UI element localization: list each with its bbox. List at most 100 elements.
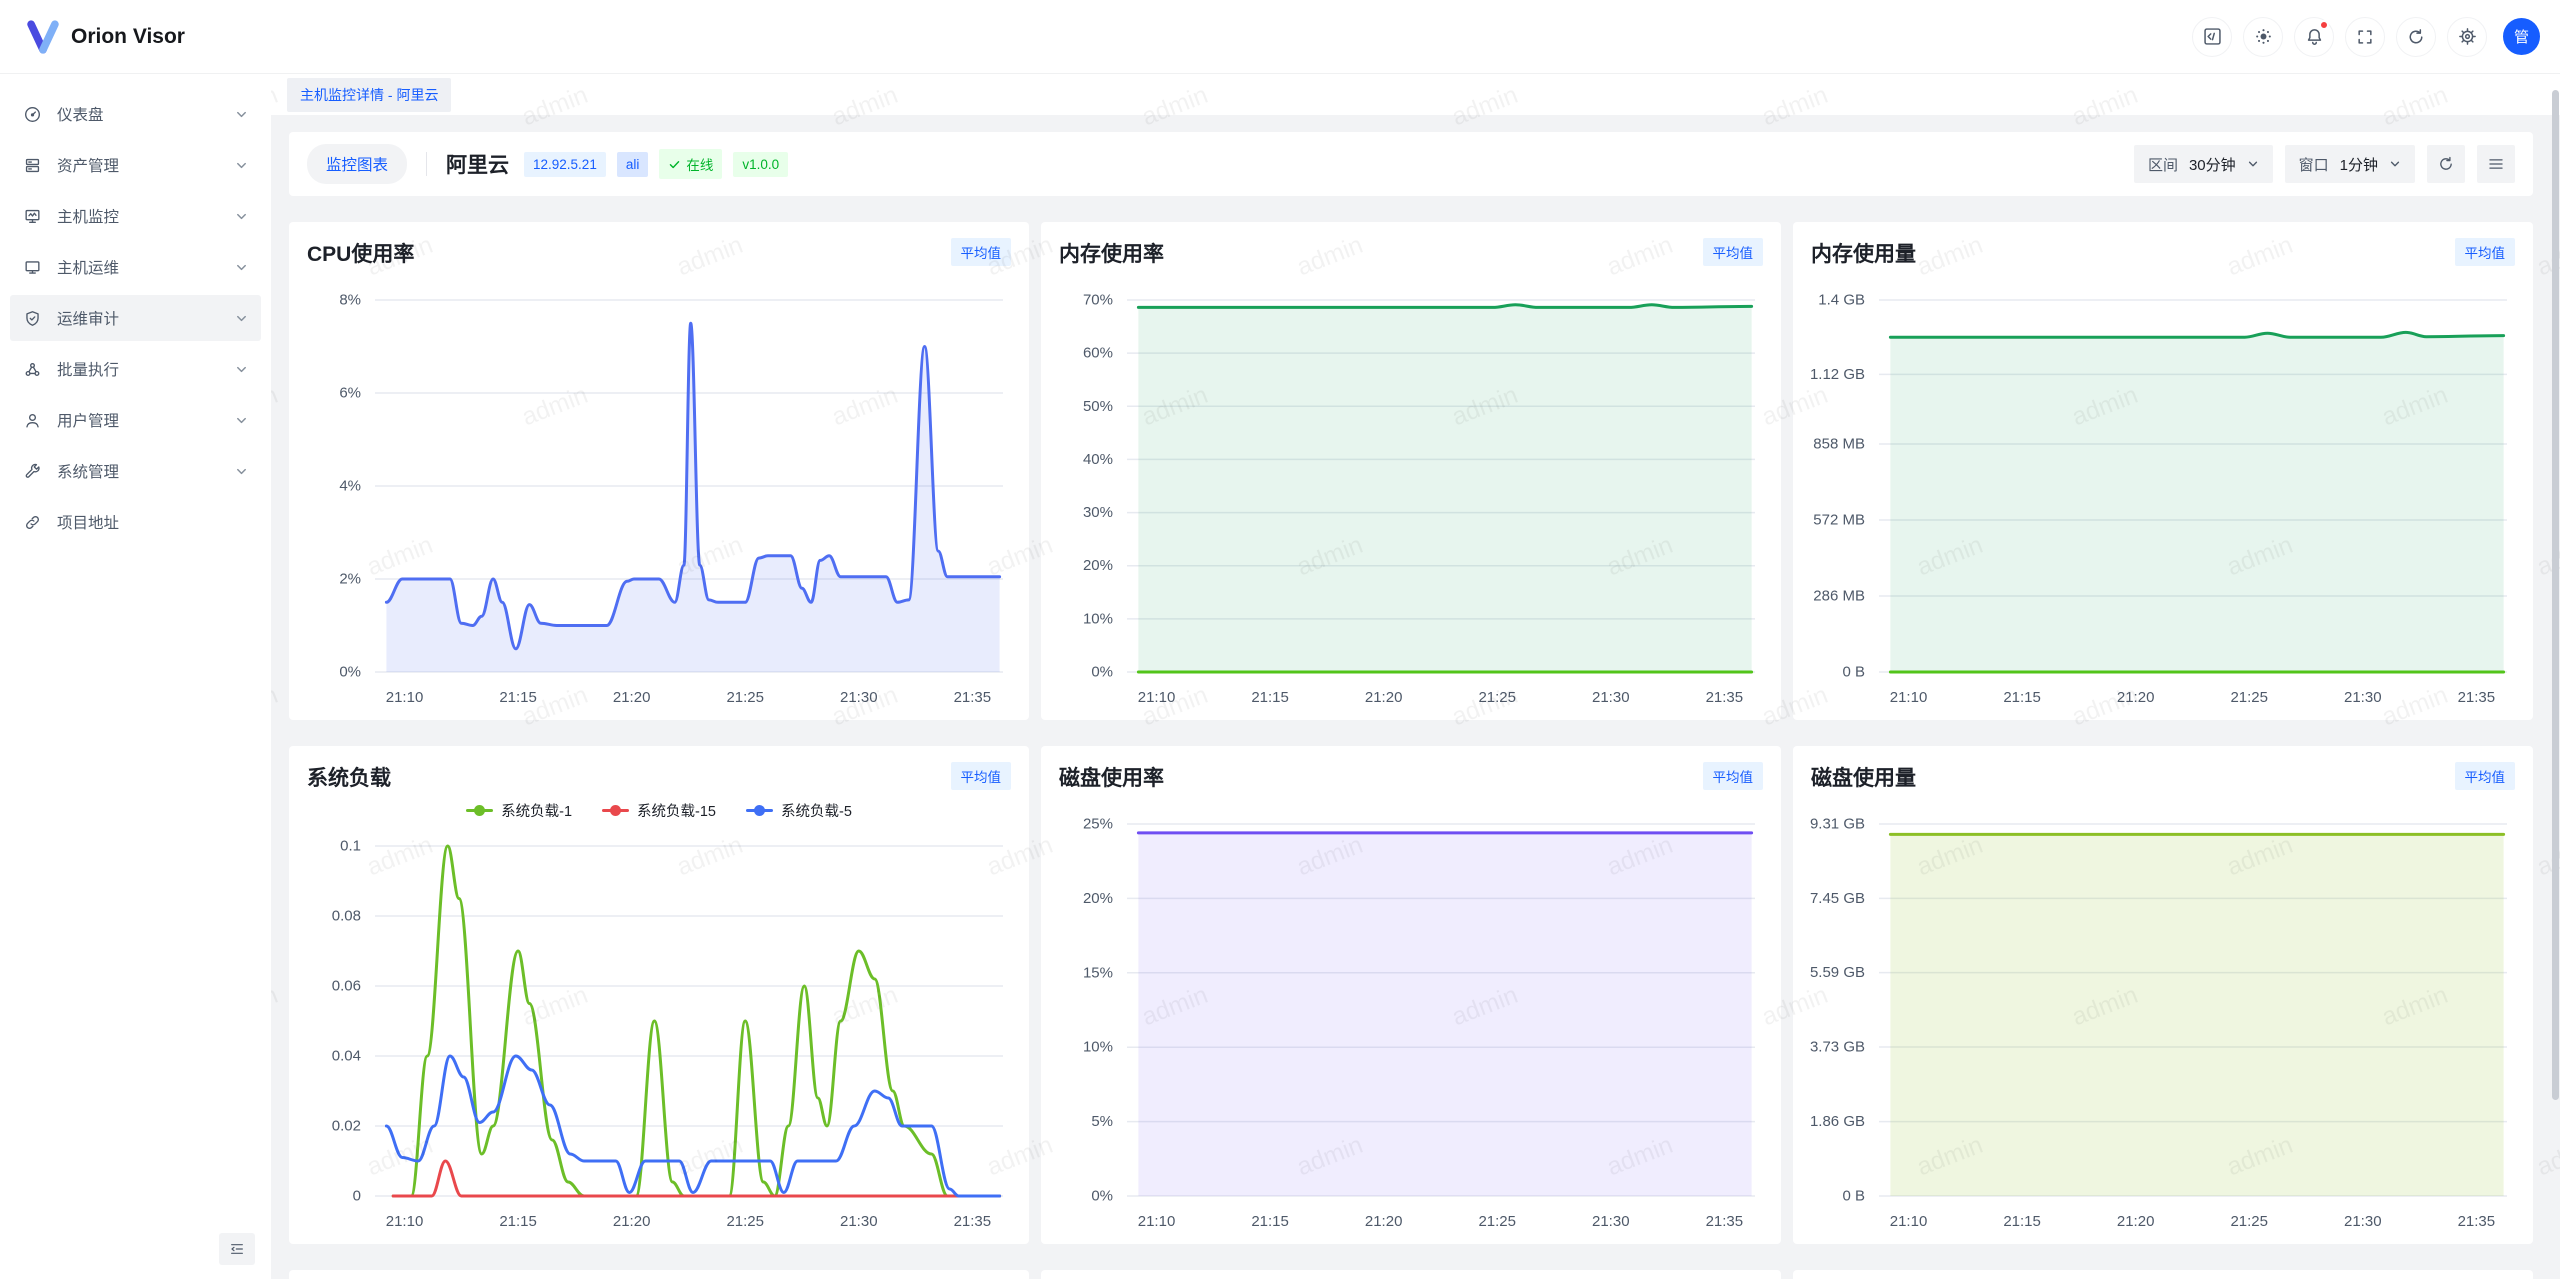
code-button[interactable]	[2192, 17, 2232, 57]
tab-host-monitor-detail[interactable]: 主机监控详情 - 阿里云	[287, 78, 451, 112]
svg-text:0 B: 0 B	[1842, 1188, 1865, 1205]
chart-card-disk-percent: 磁盘使用率 平均值 0%5%10%15%20%25%21:1021:1521:2…	[1041, 746, 1781, 1244]
range-value: 30分钟	[2189, 154, 2236, 175]
chart-svg: 0%2%4%6%8%21:1021:1521:2021:2521:3021:35	[291, 276, 1027, 716]
svg-text:21:20: 21:20	[2117, 689, 2155, 706]
chart-svg: 0 B1.86 GB3.73 GB5.59 GB7.45 GB9.31 GB21…	[1795, 800, 2531, 1240]
sidebar-item-host-ops[interactable]: 主机运维	[10, 244, 261, 290]
svg-text:0.06: 0.06	[332, 978, 361, 995]
chart-plot[interactable]: 0 B286 MB572 MB858 MB1.12 GB1.4 GB21:102…	[1795, 276, 2531, 716]
svg-text:0 B: 0 B	[1842, 664, 1865, 681]
legend-marker	[466, 809, 493, 813]
host-monitor-icon	[23, 207, 42, 226]
monitor-charts-pill[interactable]: 监控图表	[307, 144, 407, 184]
svg-text:40%: 40%	[1083, 451, 1113, 468]
host-ops-icon	[23, 258, 42, 277]
legend-label: 系统负载-5	[781, 800, 852, 821]
sidebar-item-assets[interactable]: 资产管理	[10, 142, 261, 188]
reload-button[interactable]	[2396, 17, 2436, 57]
topbar-actions: 管	[2192, 17, 2540, 57]
tab-bar: 主机监控详情 - 阿里云	[271, 74, 2560, 115]
svg-text:1.86 GB: 1.86 GB	[1810, 1113, 1865, 1130]
legend-item[interactable]: 系统负载-15	[602, 800, 716, 821]
brand-logo-icon	[26, 20, 60, 54]
host-status-tag: 在线	[659, 149, 722, 179]
avg-badge: 平均值	[951, 238, 1012, 266]
settings-button[interactable]	[2447, 17, 2487, 57]
notifications-button[interactable]	[2294, 17, 2334, 57]
svg-text:60%: 60%	[1083, 345, 1113, 362]
svg-text:21:10: 21:10	[386, 689, 424, 706]
window-select[interactable]: 窗口 1分钟	[2285, 145, 2415, 183]
svg-text:21:30: 21:30	[840, 689, 878, 706]
chart-card-memory-amount: 内存使用量 平均值 0 B286 MB572 MB858 MB1.12 GB1.…	[1793, 222, 2533, 720]
chart-plot[interactable]: 00.020.040.060.080.121:1021:1521:2021:25…	[291, 800, 1027, 1240]
svg-text:21:35: 21:35	[1706, 1213, 1744, 1230]
svg-text:21:30: 21:30	[2344, 689, 2382, 706]
sidebar-collapse-button[interactable]	[219, 1233, 255, 1265]
svg-text:21:25: 21:25	[726, 689, 764, 706]
svg-text:21:30: 21:30	[1592, 1213, 1630, 1230]
svg-text:7.45 GB: 7.45 GB	[1810, 890, 1865, 907]
chart-svg: 0%5%10%15%20%25%21:1021:1521:2021:2521:3…	[1043, 800, 1779, 1240]
toolbar-left: 监控图表 阿里云 12.92.5.21 ali 在线 v1.0.0	[307, 144, 799, 184]
chart-card-header: 磁盘使用率 平均值	[1041, 746, 1781, 792]
chevron-down-icon	[2389, 158, 2401, 170]
chart-card-system-load: 系统负载 平均值 00.020.040.060.080.121:1021:152…	[289, 746, 1029, 1244]
avg-badge: 平均值	[1703, 238, 1764, 266]
sidebar: 仪表盘 资产管理 主机监控 主机运维 运维审计 批量执行	[0, 74, 271, 1279]
chart-card-memory-percent: 内存使用率 平均值 0%10%20%30%40%50%60%70%21:1021…	[1041, 222, 1781, 720]
chart-card-disk-amount: 磁盘使用量 平均值 0 B1.86 GB3.73 GB5.59 GB7.45 G…	[1793, 746, 2533, 1244]
sidebar-item-host-monitor[interactable]: 主机监控	[10, 193, 261, 239]
sidebar-item-user-mgmt[interactable]: 用户管理	[10, 397, 261, 443]
svg-text:0%: 0%	[1091, 1188, 1113, 1205]
sidebar-item-system-mgmt[interactable]: 系统管理	[10, 448, 261, 494]
sidebar-item-ops-audit[interactable]: 运维审计	[10, 295, 261, 341]
svg-text:0%: 0%	[1091, 664, 1113, 681]
svg-text:10%: 10%	[1083, 1039, 1113, 1056]
chart-menu-button[interactable]	[2477, 145, 2515, 183]
sidebar-item-label: 系统管理	[57, 460, 220, 482]
main-area: 主机监控详情 - 阿里云 监控图表 阿里云 12.92.5.21 ali 在线 …	[271, 74, 2560, 1279]
chart-plot[interactable]: 0%10%20%30%40%50%60%70%21:1021:1521:2021…	[1043, 276, 1779, 716]
fullscreen-button[interactable]	[2345, 17, 2385, 57]
svg-text:21:10: 21:10	[1890, 689, 1928, 706]
svg-text:5.59 GB: 5.59 GB	[1810, 964, 1865, 981]
sidebar-item-project-link[interactable]: 项目地址	[10, 499, 261, 545]
svg-text:0.1: 0.1	[340, 838, 361, 855]
legend-item[interactable]: 系统负载-5	[746, 800, 852, 821]
svg-text:21:30: 21:30	[2344, 1213, 2382, 1230]
avatar[interactable]: 管	[2503, 18, 2540, 55]
sidebar-item-dashboard[interactable]: 仪表盘	[10, 91, 261, 137]
gear-icon	[2457, 26, 2478, 47]
theme-button[interactable]	[2243, 17, 2283, 57]
chart-plot[interactable]: 0%2%4%6%8%21:1021:1521:2021:2521:3021:35	[291, 276, 1027, 716]
sidebar-item-label: 主机监控	[57, 205, 220, 227]
svg-text:4%: 4%	[339, 478, 361, 495]
svg-text:21:20: 21:20	[613, 689, 651, 706]
svg-text:21:15: 21:15	[499, 1213, 537, 1230]
window-label: 窗口	[2299, 154, 2329, 175]
chart-plot[interactable]: 0%5%10%15%20%25%21:1021:1521:2021:2521:3…	[1043, 800, 1779, 1240]
svg-text:10%: 10%	[1083, 610, 1113, 627]
sidebar-item-label: 仪表盘	[57, 103, 220, 125]
chart-plot[interactable]: 0 B1.86 GB3.73 GB5.59 GB7.45 GB9.31 GB21…	[1795, 800, 2531, 1240]
svg-text:21:35: 21:35	[1706, 689, 1744, 706]
sidebar-item-batch-exec[interactable]: 批量执行	[10, 346, 261, 392]
host-status-text: 在线	[686, 154, 713, 174]
svg-text:21:10: 21:10	[386, 1213, 424, 1230]
range-select[interactable]: 区间 30分钟	[2134, 145, 2273, 183]
svg-text:30%: 30%	[1083, 504, 1113, 521]
scrollbar-thumb[interactable]	[2552, 90, 2559, 1100]
chart-title: 系统负载	[307, 762, 391, 792]
link-icon	[23, 513, 42, 532]
batch-icon	[23, 360, 42, 379]
svg-text:1.4 GB: 1.4 GB	[1818, 292, 1865, 309]
divider	[426, 152, 427, 176]
svg-text:21:10: 21:10	[1138, 1213, 1176, 1230]
range-label: 区间	[2148, 154, 2178, 175]
svg-text:20%: 20%	[1083, 890, 1113, 907]
refresh-charts-button[interactable]	[2427, 145, 2465, 183]
legend-item[interactable]: 系统负载-1	[466, 800, 572, 821]
svg-text:21:30: 21:30	[1592, 689, 1630, 706]
